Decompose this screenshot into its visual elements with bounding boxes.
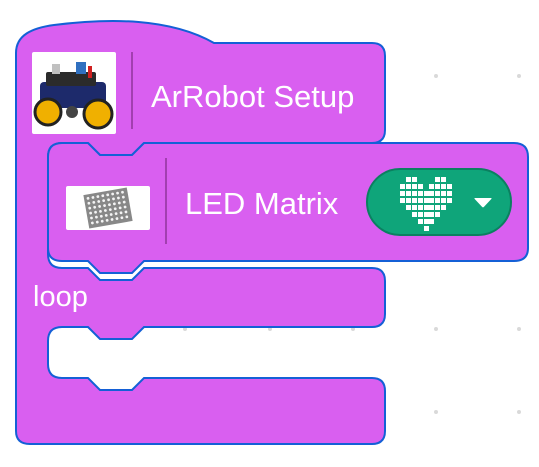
hat-block-divider xyxy=(131,52,133,129)
loop-label: loop xyxy=(33,281,88,313)
heart-pattern-icon xyxy=(398,176,454,232)
hat-block-label: ArRobot Setup xyxy=(151,79,355,114)
caret-down-icon xyxy=(472,190,494,219)
led-matrix-image-icon xyxy=(66,186,150,230)
robot-car-image-icon xyxy=(32,52,116,134)
led-block-label: LED Matrix xyxy=(185,186,339,221)
led-block-divider xyxy=(165,158,167,244)
led-pattern-dropdown[interactable] xyxy=(366,168,512,236)
